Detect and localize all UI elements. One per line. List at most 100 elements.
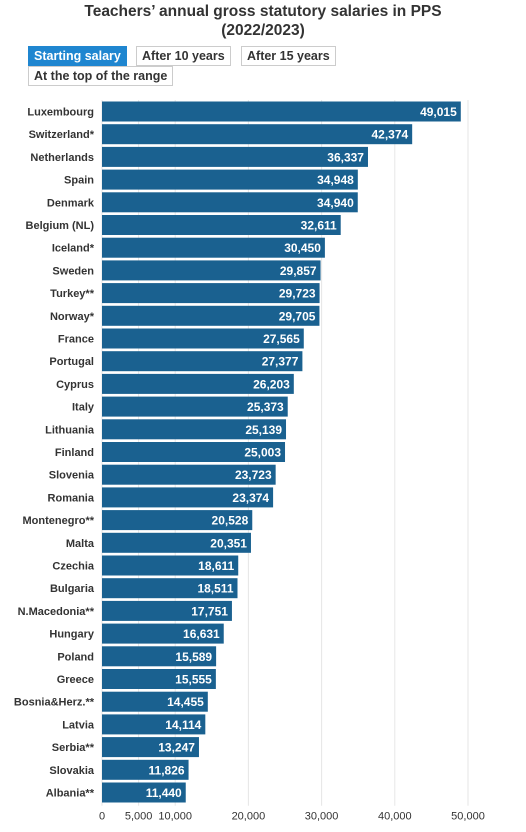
bar-value-label: 29,857 — [280, 264, 317, 278]
category-label: Romania — [48, 492, 95, 504]
bar-value-label: 42,374 — [371, 128, 408, 142]
x-tick-label: 0 — [99, 811, 105, 823]
bar[interactable] — [102, 215, 341, 235]
bar-value-label: 34,940 — [317, 196, 354, 210]
category-label: Poland — [57, 651, 94, 663]
bar[interactable] — [102, 328, 304, 349]
bar[interactable] — [102, 283, 320, 304]
bar-value-label: 34,948 — [317, 173, 354, 187]
bar[interactable] — [102, 532, 251, 553]
bar-value-label: 11,826 — [149, 763, 185, 777]
category-label: Slovenia — [49, 470, 95, 482]
bar[interactable] — [102, 510, 253, 531]
chart-title: Teachers’ annual gross statutory salarie… — [0, 2, 526, 40]
bar[interactable] — [102, 396, 288, 417]
bar-value-label: 13,247 — [158, 741, 195, 755]
bar-value-label: 15,555 — [175, 673, 212, 687]
category-label: Latvia — [62, 719, 95, 731]
tab-top-of-range[interactable]: At the top of the range — [28, 66, 174, 86]
category-label: Serbia** — [52, 742, 95, 754]
bar-value-label: 29,705 — [279, 309, 316, 323]
bar-value-label: 18,511 — [197, 582, 233, 596]
category-label: France — [58, 334, 94, 346]
bar[interactable] — [102, 487, 274, 508]
bar-value-label: 20,351 — [210, 536, 247, 550]
tab-after-10-years[interactable]: After 10 years — [136, 46, 231, 66]
bar-value-label: 25,139 — [245, 423, 282, 437]
category-label: Belgium (NL) — [26, 220, 95, 232]
category-label: Montenegro** — [23, 515, 95, 527]
bar[interactable] — [102, 373, 294, 394]
bar[interactable] — [102, 623, 224, 644]
category-label: Denmark — [47, 197, 95, 209]
chart-title-line-2: (2022/2023) — [221, 22, 305, 39]
x-tick-label: 50,000 — [451, 811, 485, 823]
category-label: Bosnia&Herz.** — [14, 697, 95, 709]
bar[interactable] — [102, 600, 232, 621]
bar-value-label: 23,374 — [232, 491, 269, 505]
bar-value-label: 36,337 — [327, 150, 364, 164]
bar[interactable] — [102, 782, 186, 803]
bar[interactable] — [102, 714, 206, 735]
bar[interactable] — [102, 464, 276, 485]
category-label: Greece — [57, 674, 94, 686]
bar[interactable] — [102, 124, 413, 145]
category-label: Slovakia — [49, 765, 95, 777]
category-label: Lithuania — [45, 424, 95, 436]
x-tick-label: 40,000 — [378, 811, 412, 823]
category-label: Hungary — [49, 629, 95, 641]
tab-after-15-years[interactable]: After 15 years — [241, 46, 336, 66]
bar-value-label: 25,373 — [247, 400, 284, 414]
category-label: Norway* — [50, 311, 95, 323]
bar-value-label: 26,203 — [253, 377, 290, 391]
bar[interactable] — [102, 101, 461, 122]
bar[interactable] — [102, 351, 303, 372]
bar[interactable] — [102, 737, 199, 758]
category-label: Italy — [72, 402, 95, 414]
x-tick-label: 5,000 — [125, 811, 153, 823]
x-tick-label: 30,000 — [305, 811, 339, 823]
bar-value-label: 14,114 — [165, 718, 201, 732]
category-label: Spain — [64, 175, 94, 187]
category-label: Cyprus — [56, 379, 94, 391]
category-label: Switzerland* — [29, 129, 95, 141]
category-label: Finland — [55, 447, 94, 459]
bar-value-label: 20,528 — [212, 514, 249, 528]
bar[interactable] — [102, 169, 358, 190]
bar-value-label: 11,440 — [146, 786, 182, 800]
bar[interactable] — [102, 759, 189, 780]
bar-value-label: 30,450 — [284, 241, 321, 255]
bar[interactable] — [102, 646, 217, 667]
bar[interactable] — [102, 419, 287, 440]
bar[interactable] — [102, 305, 320, 326]
bar[interactable] — [102, 442, 286, 462]
category-label: Iceland* — [52, 243, 95, 255]
category-label: Sweden — [52, 265, 94, 277]
category-label: Netherlands — [30, 152, 94, 164]
bar-value-label: 32,611 — [301, 219, 337, 233]
bar-value-label: 27,565 — [263, 332, 300, 346]
bar-value-label: 16,631 — [183, 627, 220, 641]
category-label: Turkey** — [50, 288, 95, 300]
bar-value-label: 23,723 — [235, 468, 272, 482]
category-label: Malta — [66, 538, 95, 550]
tab-starting-salary[interactable]: Starting salary — [28, 46, 127, 66]
category-label: Portugal — [49, 356, 94, 368]
bar[interactable] — [102, 146, 368, 167]
category-label: N.Macedonia** — [18, 606, 95, 618]
bar[interactable] — [102, 691, 208, 712]
bar[interactable] — [102, 237, 325, 258]
bar-value-label: 15,589 — [175, 650, 212, 664]
category-label: Luxembourg — [27, 107, 94, 119]
bar[interactable] — [102, 555, 239, 576]
bar-value-label: 14,455 — [167, 695, 204, 709]
bar[interactable] — [102, 578, 238, 599]
x-tick-label: 20,000 — [232, 811, 266, 823]
bar[interactable] — [102, 669, 216, 689]
x-tick-label: 10,000 — [158, 811, 192, 823]
category-label: Czechia — [52, 561, 94, 573]
category-label: Bulgaria — [50, 583, 95, 595]
bar[interactable] — [102, 192, 358, 213]
bar-value-label: 27,377 — [262, 355, 299, 369]
bar[interactable] — [102, 260, 321, 281]
